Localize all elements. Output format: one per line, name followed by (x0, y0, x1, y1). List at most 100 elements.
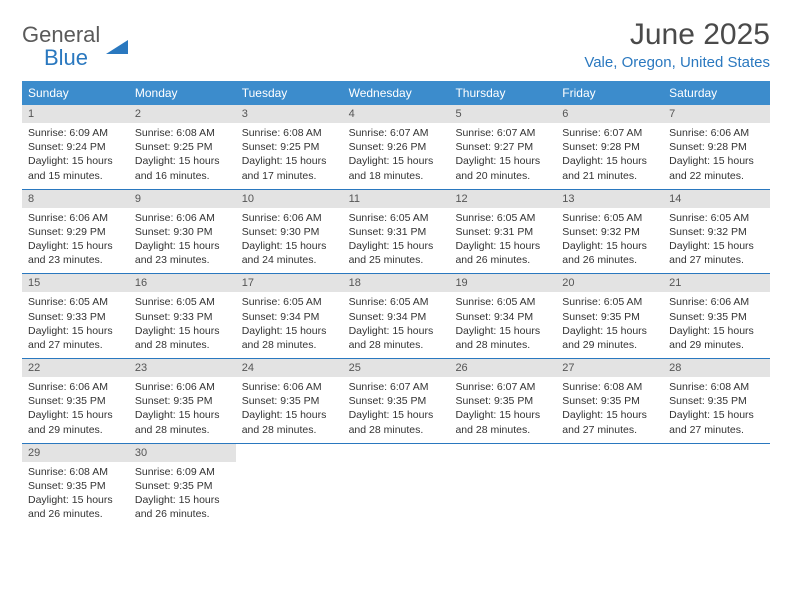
calendar-cell: 26Sunrise: 6:07 AMSunset: 9:35 PMDayligh… (449, 359, 556, 443)
day-body (343, 450, 450, 459)
day-body (556, 450, 663, 459)
day-body: Sunrise: 6:08 AMSunset: 9:35 PMDaylight:… (556, 377, 663, 443)
logo-word-1: General (22, 22, 100, 47)
calendar-cell (663, 444, 770, 528)
dow-header: Wednesday (343, 81, 450, 105)
daylight-line: Daylight: 15 hours and 26 minutes. (28, 493, 123, 521)
day-body: Sunrise: 6:09 AMSunset: 9:35 PMDaylight:… (129, 462, 236, 528)
sunset-line: Sunset: 9:35 PM (562, 310, 657, 324)
day-body (663, 450, 770, 459)
day-body: Sunrise: 6:09 AMSunset: 9:24 PMDaylight:… (22, 123, 129, 189)
day-body: Sunrise: 6:06 AMSunset: 9:30 PMDaylight:… (129, 208, 236, 274)
day-number: 3 (236, 105, 343, 123)
day-number: 24 (236, 359, 343, 377)
calendar-cell (556, 444, 663, 528)
day-body: Sunrise: 6:06 AMSunset: 9:28 PMDaylight:… (663, 123, 770, 189)
logo-word-2: Blue (44, 45, 88, 70)
day-body: Sunrise: 6:06 AMSunset: 9:35 PMDaylight:… (22, 377, 129, 443)
logo-text: General Blue (22, 24, 100, 70)
daylight-line: Daylight: 15 hours and 28 minutes. (242, 324, 337, 352)
calendar-cell: 25 Sunrise: 6:07 AMSunset: 9:35 PMDayligh… (343, 359, 450, 443)
day-body: Sunrise: 6:06 AMSunset: 9:35 PMDaylight:… (129, 377, 236, 443)
day-body: Sunrise: 6:05 AMSunset: 9:35 PMDaylight:… (556, 292, 663, 358)
sunset-line: Sunset: 9:30 PM (242, 225, 337, 239)
sunrise-line: Sunrise: 6:08 AM (242, 126, 337, 140)
sunrise-line: Sunrise: 6:05 AM (242, 295, 337, 309)
day-number: 5 (449, 105, 556, 123)
dow-header: Friday (556, 81, 663, 105)
daylight-line: Daylight: 15 hours and 21 minutes. (562, 154, 657, 182)
daylight-line: Daylight: 15 hours and 23 minutes. (135, 239, 230, 267)
sunset-line: Sunset: 9:35 PM (349, 394, 444, 408)
sunrise-line: Sunrise: 6:06 AM (28, 380, 123, 394)
dow-header: Tuesday (236, 81, 343, 105)
dow-header: Sunday (22, 81, 129, 105)
sunrise-line: Sunrise: 6:05 AM (455, 211, 550, 225)
sunrise-line: Sunrise: 6:05 AM (562, 295, 657, 309)
dow-header: Monday (129, 81, 236, 105)
sunrise-line: Sunrise: 6:08 AM (669, 380, 764, 394)
sunset-line: Sunset: 9:34 PM (242, 310, 337, 324)
sunrise-line: Sunrise: 6:07 AM (349, 380, 444, 394)
calendar-cell: 3Sunrise: 6:08 AMSunset: 9:25 PMDaylight… (236, 105, 343, 189)
sunset-line: Sunset: 9:29 PM (28, 225, 123, 239)
day-number: 29 (22, 444, 129, 462)
dow-header-row: SundayMondayTuesdayWednesdayThursdayFrid… (22, 81, 770, 105)
daylight-line: Daylight: 15 hours and 28 minutes. (242, 408, 337, 436)
sunrise-line: Sunrise: 6:05 AM (455, 295, 550, 309)
calendar-cell: 9Sunrise: 6:06 AMSunset: 9:30 PMDaylight… (129, 190, 236, 274)
sunset-line: Sunset: 9:35 PM (135, 394, 230, 408)
calendar-cell: 6Sunrise: 6:07 AMSunset: 9:28 PMDaylight… (556, 105, 663, 189)
daylight-line: Daylight: 15 hours and 29 minutes. (669, 324, 764, 352)
sunrise-line: Sunrise: 6:06 AM (135, 380, 230, 394)
calendar-cell (236, 444, 343, 528)
calendar-cell: 12Sunrise: 6:05 AMSunset: 9:31 PMDayligh… (449, 190, 556, 274)
daylight-line: Daylight: 15 hours and 27 minutes. (562, 408, 657, 436)
day-body: Sunrise: 6:05 AMSunset: 9:34 PMDaylight:… (236, 292, 343, 358)
day-body: Sunrise: 6:05 AMSunset: 9:34 PMDaylight:… (449, 292, 556, 358)
day-body: Sunrise: 6:05 AMSunset: 9:31 PMDaylight:… (343, 208, 450, 274)
sunset-line: Sunset: 9:34 PM (455, 310, 550, 324)
day-body (449, 450, 556, 459)
sunset-line: Sunset: 9:33 PM (28, 310, 123, 324)
calendar-cell (343, 444, 450, 528)
day-number: 1 (22, 105, 129, 123)
sunrise-line: Sunrise: 6:07 AM (562, 126, 657, 140)
sunset-line: Sunset: 9:24 PM (28, 140, 123, 154)
sunrise-line: Sunrise: 6:07 AM (455, 380, 550, 394)
daylight-line: Daylight: 15 hours and 27 minutes. (669, 239, 764, 267)
daylight-line: Daylight: 15 hours and 26 minutes. (562, 239, 657, 267)
day-number: 27 (556, 359, 663, 377)
sunrise-line: Sunrise: 6:05 AM (669, 211, 764, 225)
day-body: Sunrise: 6:06 AMSunset: 9:35 PMDaylight:… (236, 377, 343, 443)
calendar-cell: 14Sunrise: 6:05 AMSunset: 9:32 PMDayligh… (663, 190, 770, 274)
sunset-line: Sunset: 9:34 PM (349, 310, 444, 324)
day-number: 2 (129, 105, 236, 123)
day-body: Sunrise: 6:05 AMSunset: 9:31 PMDaylight:… (449, 208, 556, 274)
daylight-line: Daylight: 15 hours and 15 minutes. (28, 154, 123, 182)
sunrise-line: Sunrise: 6:05 AM (135, 295, 230, 309)
sunrise-line: Sunrise: 6:08 AM (562, 380, 657, 394)
sunset-line: Sunset: 9:32 PM (562, 225, 657, 239)
calendar-cell: 28Sunrise: 6:08 AMSunset: 9:35 PMDayligh… (663, 359, 770, 443)
day-body: Sunrise: 6:06 AMSunset: 9:29 PMDaylight:… (22, 208, 129, 274)
day-number: 19 (449, 274, 556, 292)
calendar-cell: 17Sunrise: 6:05 AMSunset: 9:34 PMDayligh… (236, 274, 343, 358)
sunset-line: Sunset: 9:35 PM (28, 479, 123, 493)
calendar-week: 22Sunrise: 6:06 AMSunset: 9:35 PMDayligh… (22, 359, 770, 444)
daylight-line: Daylight: 15 hours and 26 minutes. (135, 493, 230, 521)
day-number: 25 (343, 359, 450, 377)
day-body: Sunrise: 6:06 AMSunset: 9:35 PMDaylight:… (663, 292, 770, 358)
day-number: 30 (129, 444, 236, 462)
calendar-cell: 2Sunrise: 6:08 AMSunset: 9:25 PMDaylight… (129, 105, 236, 189)
sunrise-line: Sunrise: 6:05 AM (28, 295, 123, 309)
sunrise-line: Sunrise: 6:08 AM (28, 465, 123, 479)
daylight-line: Daylight: 15 hours and 29 minutes. (28, 408, 123, 436)
sunrise-line: Sunrise: 6:07 AM (455, 126, 550, 140)
title-block: June 2025 Vale, Oregon, United States (584, 18, 770, 71)
daylight-line: Daylight: 15 hours and 28 minutes. (349, 408, 444, 436)
day-body: Sunrise: 6:08 AMSunset: 9:35 PMDaylight:… (663, 377, 770, 443)
day-body: Sunrise: 6:07 AMSunset: 9:27 PMDaylight:… (449, 123, 556, 189)
day-number: 26 (449, 359, 556, 377)
page-title: June 2025 (584, 18, 770, 52)
